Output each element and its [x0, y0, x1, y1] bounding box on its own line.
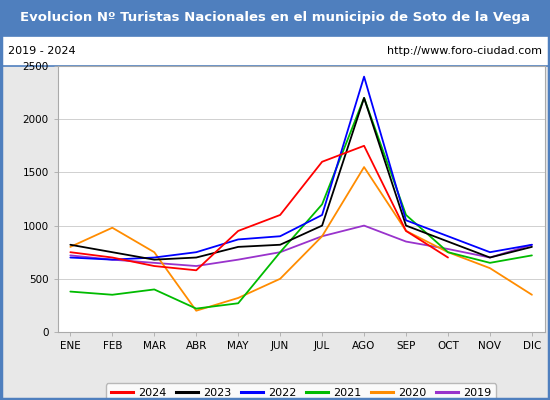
Text: Evolucion Nº Turistas Nacionales en el municipio de Soto de la Vega: Evolucion Nº Turistas Nacionales en el m…: [20, 12, 530, 24]
Text: 2019 - 2024: 2019 - 2024: [8, 46, 76, 56]
Legend: 2024, 2023, 2022, 2021, 2020, 2019: 2024, 2023, 2022, 2021, 2020, 2019: [106, 383, 496, 400]
Text: http://www.foro-ciudad.com: http://www.foro-ciudad.com: [387, 46, 542, 56]
